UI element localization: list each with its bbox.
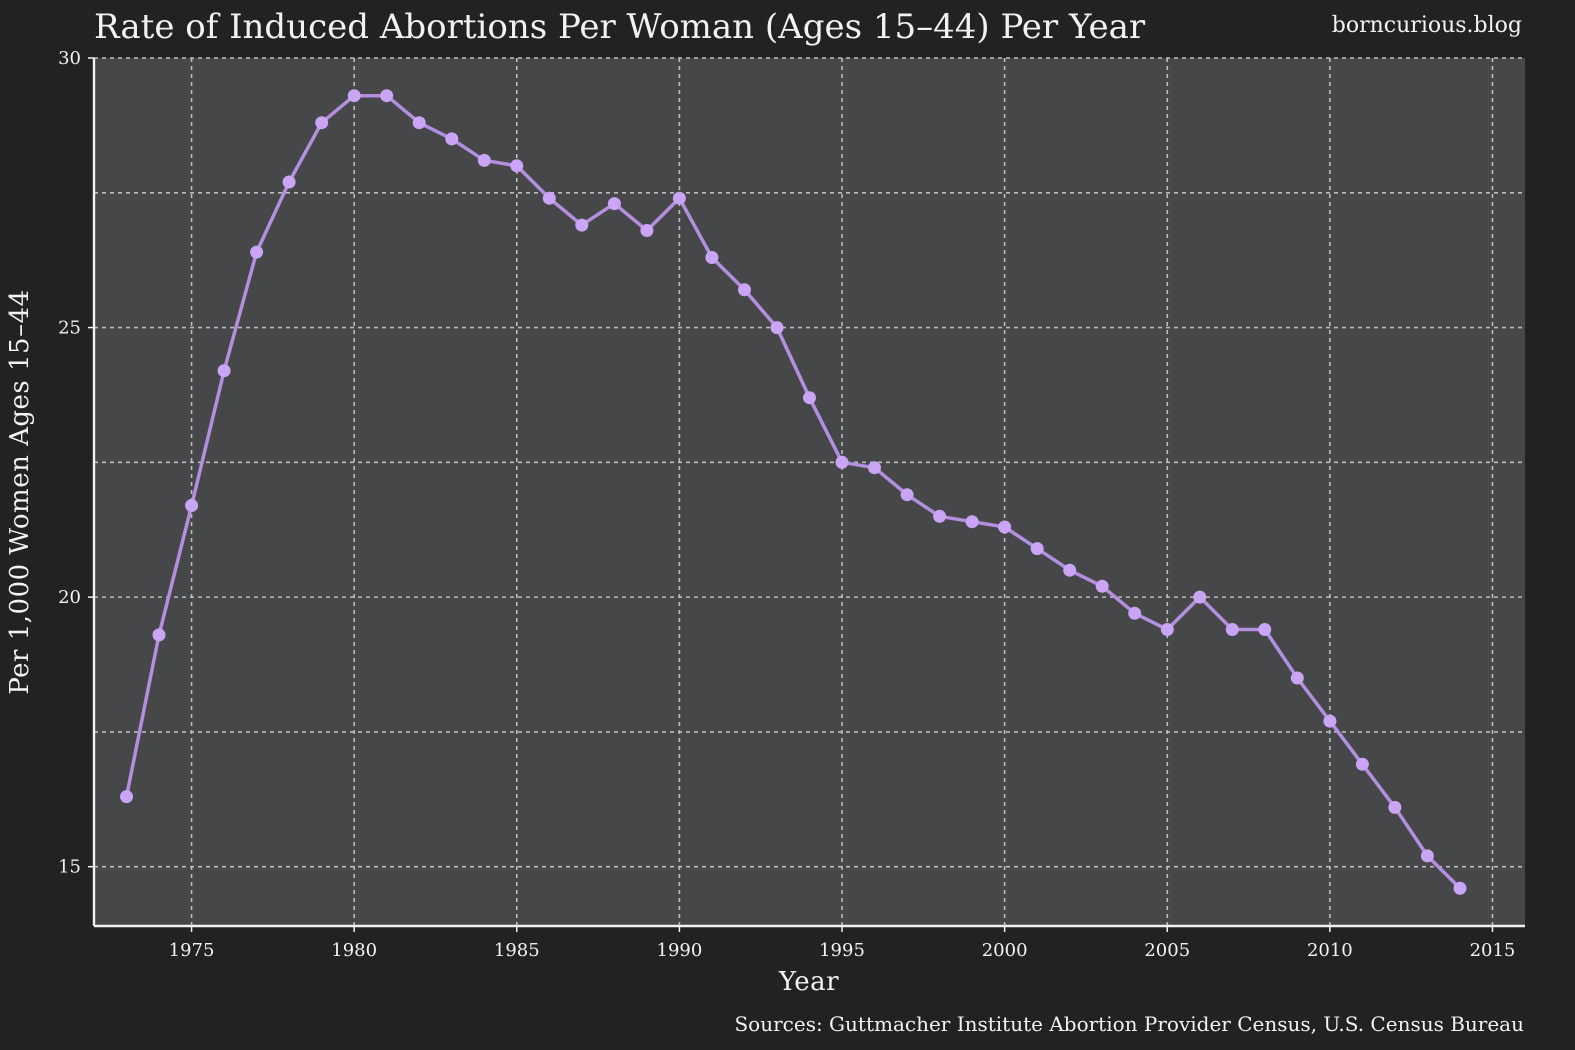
- data-point: [965, 515, 979, 529]
- x-tick-label: 1975: [169, 940, 215, 961]
- data-point: [1128, 606, 1142, 620]
- axis-ticks: 1975 1980 1985 1990 1995 2000 2005 2010 2015 15 20…: [58, 48, 1515, 961]
- data-point: [607, 197, 621, 211]
- data-point: [1063, 563, 1077, 577]
- y-tick-label: 20: [58, 587, 81, 608]
- y-tick-label: 30: [58, 48, 81, 69]
- data-point: [1323, 714, 1337, 728]
- y-tick-label: 25: [58, 318, 81, 339]
- x-axis-label: Year: [778, 967, 839, 997]
- data-point: [1160, 623, 1174, 636]
- data-point: [575, 218, 589, 232]
- data-point: [315, 116, 329, 130]
- data-point: [1290, 671, 1304, 685]
- data-point: [1030, 542, 1044, 556]
- data-point: [510, 159, 524, 173]
- data-point: [1258, 623, 1272, 636]
- data-point: [1095, 579, 1109, 593]
- x-tick-label: 1990: [657, 940, 703, 961]
- data-point: [250, 245, 264, 259]
- y-tick-label: 15: [58, 857, 81, 878]
- data-point: [1453, 881, 1467, 895]
- data-point: [835, 455, 849, 469]
- data-point: [998, 520, 1012, 534]
- data-point: [900, 488, 914, 502]
- data-point: [477, 153, 491, 167]
- data-series: [120, 89, 1467, 895]
- x-tick-label: 2015: [1470, 940, 1516, 961]
- data-point: [803, 391, 816, 405]
- x-tick-label: 2010: [1307, 940, 1353, 961]
- plot-area: [94, 58, 1525, 926]
- data-point: [933, 509, 947, 523]
- chart-title: Rate of Induced Abortions Per Woman (Age…: [94, 7, 1146, 47]
- x-tick-label: 2000: [982, 940, 1028, 961]
- grid-lines: [94, 57, 1525, 926]
- data-point: [1355, 757, 1369, 771]
- data-point: [445, 132, 459, 146]
- y-axis-label: Per 1,000 Women Ages 15–44: [5, 289, 35, 694]
- data-point: [1225, 623, 1239, 636]
- source-note: Sources: Guttmacher Institute Abortion P…: [734, 1012, 1524, 1036]
- data-point: [380, 89, 394, 103]
- data-point: [738, 283, 751, 297]
- x-tick-label: 1995: [819, 940, 865, 961]
- x-tick-label: 1980: [331, 940, 377, 961]
- data-point: [1388, 800, 1402, 814]
- data-point: [347, 89, 361, 103]
- data-point: [185, 499, 199, 512]
- data-point: [640, 224, 654, 237]
- data-point: [705, 251, 719, 264]
- data-point: [1193, 590, 1207, 604]
- data-point: [672, 191, 686, 205]
- x-tick-label: 2005: [1144, 940, 1190, 961]
- data-point: [412, 116, 426, 130]
- data-point: [120, 790, 133, 804]
- data-point: [282, 175, 296, 189]
- data-point: [217, 364, 231, 378]
- data-point: [1420, 849, 1434, 863]
- data-point: [770, 321, 784, 335]
- brand-label: borncurious.blog: [1332, 13, 1522, 38]
- data-point: [868, 461, 881, 475]
- data-point: [542, 191, 556, 205]
- data-point: [152, 628, 166, 642]
- x-tick-label: 1985: [494, 940, 540, 961]
